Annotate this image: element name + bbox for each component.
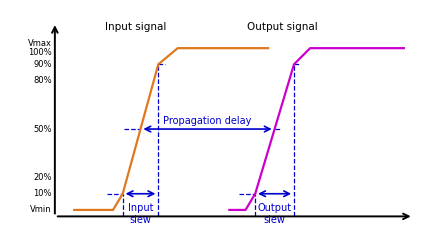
- Text: Propagation delay: Propagation delay: [163, 116, 252, 126]
- Text: Input
slew: Input slew: [128, 203, 153, 225]
- Text: 80%: 80%: [33, 76, 51, 85]
- Text: Output signal: Output signal: [247, 22, 318, 32]
- Text: 20%: 20%: [33, 173, 51, 182]
- Text: 50%: 50%: [33, 124, 51, 134]
- Text: Vmin: Vmin: [30, 205, 51, 214]
- Text: Input signal: Input signal: [105, 22, 166, 32]
- Text: 90%: 90%: [33, 60, 51, 69]
- Text: 100%: 100%: [28, 48, 51, 57]
- Text: Vmax: Vmax: [27, 39, 51, 48]
- Text: Output
slew: Output slew: [257, 203, 292, 225]
- Text: 10%: 10%: [33, 189, 51, 198]
